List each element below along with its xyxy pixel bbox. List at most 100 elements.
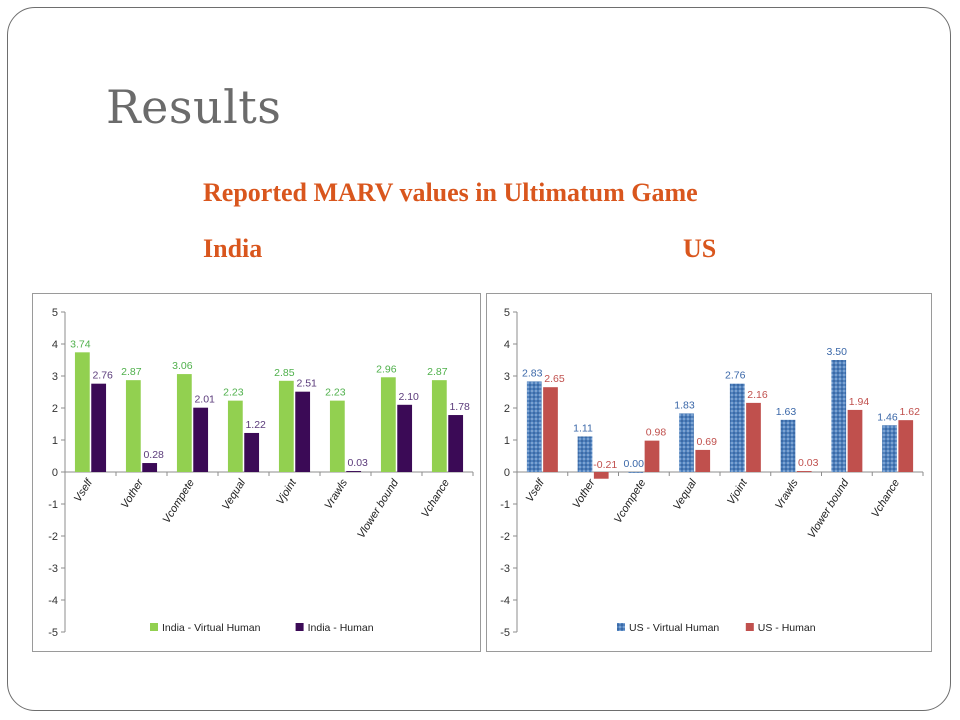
y-tick-label: -4 (500, 595, 510, 607)
legend-label-india-virtual-human: India - Virtual Human (162, 622, 261, 634)
y-tick-label: -5 (48, 627, 58, 639)
legend-label-india-human: India - Human (308, 622, 374, 634)
y-tick-label: -4 (48, 595, 58, 607)
bar-india-human-vlower-bound (397, 404, 413, 472)
bar-india-human-vcompete (193, 407, 209, 472)
x-category-label: Vequal (671, 477, 699, 513)
data-label: 0.00 (624, 458, 645, 470)
bar-india-human-vequal (244, 432, 260, 472)
data-label: 1.22 (245, 419, 266, 431)
y-tick-label: 2 (52, 403, 58, 415)
data-label: 2.85 (274, 367, 295, 379)
y-tick-label: 0 (52, 467, 58, 479)
legend-label-us-human: US - Human (758, 622, 816, 634)
y-tick-label: 2 (504, 403, 510, 415)
x-category-label: Vrawls (773, 477, 801, 512)
x-category-label: Vchance (869, 477, 902, 520)
bar-india-virtual-human-vjoint (278, 380, 294, 472)
x-category-label: Vequal (220, 477, 248, 513)
bar-us-virtual-human-vjoint (729, 383, 745, 472)
x-category-label: Vself (72, 476, 96, 504)
y-tick-label: -5 (500, 627, 510, 639)
legend-label-us-virtual-human: US - Virtual Human (629, 622, 719, 634)
bar-india-human-vother (142, 463, 158, 472)
bar-india-virtual-human-vlower-bound (380, 377, 396, 472)
x-category-label: Vother (571, 476, 599, 511)
x-category-label: Vrawls (322, 477, 350, 512)
bar-us-virtual-human-vrawls (780, 419, 796, 472)
data-label: 1.46 (877, 411, 898, 423)
bar-us-human-vlower-bound (847, 409, 863, 472)
bar-us-virtual-human-vchance (882, 425, 897, 472)
bar-us-human-vjoint (746, 402, 761, 472)
data-label: 1.83 (674, 399, 695, 411)
data-label: 2.23 (223, 387, 244, 399)
bar-us-virtual-human-vcompete (628, 472, 644, 473)
x-category-label: Vother (119, 476, 147, 511)
bar-us-human-vchance (898, 420, 914, 472)
y-tick-label: 3 (52, 371, 58, 383)
data-label: 2.76 (92, 370, 113, 382)
us-chart: 5 4 3 2 1 0 -1 -2 -3 -4 -5 2.83 2.65 Vself 1.11 -0.21 Vo… (486, 293, 932, 652)
bar-india-human-vrawls (346, 471, 362, 472)
bar-india-virtual-human-vequal (227, 400, 243, 472)
x-category-label: Vjoint (274, 476, 299, 506)
bar-india-human-vself (91, 383, 107, 472)
data-label: 0.98 (646, 427, 667, 439)
x-category-label: Vself (524, 476, 548, 504)
x-category-label: Vlower bound (355, 476, 401, 540)
data-label: 1.11 (573, 422, 593, 434)
y-tick-label: -3 (500, 563, 510, 575)
legend-swatch-us-virtual-human (617, 623, 625, 631)
data-label: 1.63 (776, 406, 797, 418)
y-tick-label: -3 (48, 563, 58, 575)
data-label: 2.51 (296, 378, 317, 390)
data-label: 3.74 (70, 338, 91, 350)
data-label: 2.83 (522, 367, 543, 379)
us-label: US (683, 234, 717, 263)
bar-us-human-vself (543, 387, 558, 472)
data-label: 3.50 (827, 346, 848, 358)
slide-frame (7, 7, 951, 711)
data-label: 2.23 (325, 387, 346, 399)
legend-swatch-india-human (295, 623, 304, 631)
bar-us-virtual-human-vequal (679, 413, 694, 472)
bar-us-human-vrawls (796, 471, 812, 472)
y-tick-label: 0 (504, 467, 510, 479)
data-label: 0.69 (697, 436, 718, 448)
data-label: 2.01 (194, 394, 215, 406)
bar-us-human-vequal (695, 449, 711, 472)
data-label: 2.87 (121, 366, 142, 378)
legend-swatch-india-virtual-human (150, 623, 158, 631)
y-tick-label: -1 (500, 499, 510, 511)
bar-india-virtual-human-vother (125, 380, 141, 472)
data-label: 2.87 (427, 366, 448, 378)
bar-india-virtual-human-vrawls (329, 400, 345, 472)
x-category-label: Vcompete (612, 477, 648, 525)
y-tick-label: 4 (504, 339, 510, 351)
data-label: 2.16 (747, 389, 768, 401)
bar-india-virtual-human-vself (74, 352, 90, 472)
data-label: 0.03 (798, 457, 819, 469)
data-label: -0.21 (593, 459, 617, 471)
bar-india-human-vchance (448, 415, 464, 472)
data-label: 2.76 (725, 370, 746, 382)
y-tick-label: 5 (52, 307, 58, 319)
us-chart-svg: 5 4 3 2 1 0 -1 -2 -3 -4 -5 2.83 2.65 Vself 1.11 -0.21 Vo… (500, 307, 924, 639)
bar-us-human-vother (593, 472, 609, 479)
data-label: 1.94 (849, 396, 870, 408)
y-tick-label: 1 (504, 435, 510, 447)
x-category-label: Vcompete (161, 477, 197, 525)
india-chart: 5 4 3 2 1 0 -1 -2 -3 -4 -5 3.74 2.76 Vself 2.87 0.28 Vot… (32, 293, 481, 652)
bar-us-virtual-human-vself (526, 381, 542, 472)
bar-india-human-vjoint (295, 391, 311, 472)
data-label: 0.28 (143, 449, 164, 461)
x-category-label: Vjoint (725, 476, 750, 506)
y-tick-label: -2 (500, 531, 510, 543)
x-category-label: Vlower bound (806, 476, 852, 540)
chart-subtitle: Reported MARV values in Ultimatum Game (203, 178, 698, 207)
data-label: 0.03 (347, 457, 368, 469)
data-label: 2.65 (544, 373, 565, 385)
india-label: India (203, 234, 263, 263)
legend-swatch-us-human (745, 623, 754, 631)
